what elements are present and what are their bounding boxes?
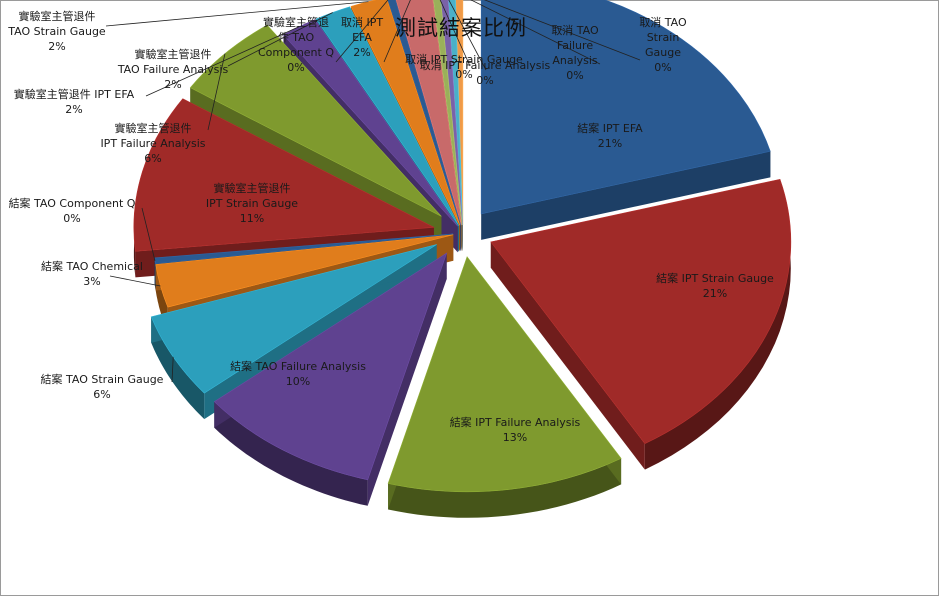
slice-label-cancel-ipt-failure-analysis: 取消 IPT Failure Analysis 0% — [419, 59, 551, 87]
slice-label-close-tao-failure-analysis: 結案 TAO Failure Analysis 10% — [230, 360, 366, 388]
leader-line-9 — [145, 26, 300, 97]
leader-line-16 — [470, 0, 601, 65]
slice-1-top — [490, 178, 792, 444]
slice-label-close-tao-chemical: 結案 TAO Chemical 3% — [41, 260, 143, 288]
slice-0-cut-1 — [481, 151, 771, 240]
slice-label-reject-ipt-failure-analysis: 實驗室主管退件 IPT Failure Analysis 6% — [100, 122, 206, 165]
leader-line-10 — [227, 12, 333, 67]
slice-11-top — [350, 0, 461, 226]
slice-label-reject-ipt-strain-gauge: 實驗室主管退件 IPT Strain Gauge 11% — [205, 182, 299, 225]
leader-line-5 — [109, 275, 161, 287]
slice-label-cancel-tao-failure-analysis: 取消 TAO Failure Analysis 0% — [551, 24, 599, 82]
leader-lines — [105, 0, 641, 383]
slice-3-top — [213, 252, 448, 481]
slice-14-top — [433, 0, 463, 226]
chart-title: 測試結案比例 — [395, 16, 527, 40]
slice-label-reject-tao-failure-analysis: 實驗室主管退件 TAO Failure Analysis 2% — [117, 48, 229, 91]
slice-label-reject-tao-strain-gauge: 實驗室主管退件 TAO Strain Gauge 2% — [8, 10, 106, 53]
slice-label-cancel-ipt-efa: 取消 IPT EFA 2% — [340, 16, 384, 59]
slice-label-cancel-tao-strain-gauge: 取消 TAO Strain Gauge 0% — [639, 16, 687, 74]
slice-4-side — [151, 316, 205, 420]
leader-line-8 — [207, 53, 226, 131]
slice-1-side — [644, 179, 791, 470]
slice-label-cancel-ipt-strain-gauge: 取消 IPT Strain Gauge 0% — [405, 53, 523, 81]
slice-label-close-ipt-efa: 結案 IPT EFA 21% — [577, 122, 643, 150]
leader-line-6 — [141, 207, 156, 261]
leader-line-13 — [383, 0, 411, 63]
slice-label-close-ipt-failure-analysis: 結案 IPT Failure Analysis 13% — [449, 416, 581, 444]
slice-label-close-ipt-strain-gauge: 結案 IPT Strain Gauge 21% — [656, 272, 774, 300]
slice-0-top — [480, 0, 771, 215]
leader-line-15 — [448, 0, 487, 71]
slice-1-cut-1 — [490, 241, 645, 470]
slice-3-cut-0 — [367, 253, 447, 506]
slice-3-side — [214, 401, 368, 506]
pie-slices — [133, 0, 792, 518]
leader-line-14 — [439, 0, 471, 67]
leader-line-11 — [105, 1, 369, 27]
slice-2-side — [388, 458, 622, 518]
leader-line-17 — [483, 0, 641, 61]
slice-label-reject-ipt-efa: 實驗室主管退件 IPT EFA 2% — [13, 88, 135, 116]
slice-label-close-tao-strain-gauge: 結案 TAO Strain Gauge 6% — [40, 373, 164, 401]
slice-7-top — [133, 98, 435, 252]
slice-label-close-tao-component-q: 結案 TAO Component Q 0% — [8, 197, 136, 225]
slice-9-top — [283, 19, 458, 227]
leader-line-12 — [335, 0, 389, 63]
slice-label-reject-tao-component-q: 實驗室主管退 件 TAO Component Q 0% — [257, 16, 335, 74]
slice-4-top — [150, 244, 437, 394]
slice-2-top — [387, 256, 622, 493]
slice-10-top — [315, 6, 460, 226]
slice-13-top — [395, 0, 462, 226]
leader-line-4 — [171, 356, 174, 383]
slice-16-top — [448, 0, 463, 226]
